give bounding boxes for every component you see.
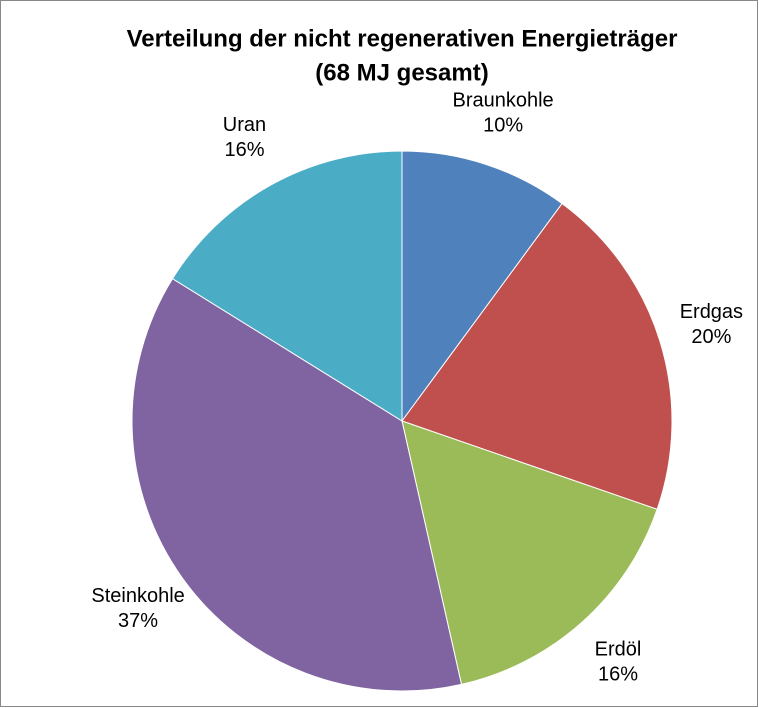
pie-slice: [401, 420, 658, 685]
slice-value-label: 10%: [483, 114, 523, 136]
slice-label: Erdöl: [595, 639, 642, 661]
slice-value-label: 16%: [598, 664, 638, 686]
slice-label: Uran: [223, 114, 266, 136]
pie-slice: [401, 202, 673, 510]
slice-value-label: 16%: [224, 139, 264, 161]
slice-value-label: 20%: [691, 326, 731, 348]
slice-label: Steinkohle: [91, 585, 184, 607]
pie-slice: [171, 150, 403, 422]
slice-label: Braunkohle: [453, 89, 554, 111]
slice-value-label: 37%: [118, 610, 158, 632]
chart-subtitle: (68 MJ gesamt): [315, 59, 488, 86]
slice-label: Erdgas: [680, 301, 743, 323]
chart-title: Verteilung der nicht regenerativen Energ…: [127, 25, 678, 52]
pie-slice: [131, 277, 463, 692]
pie-slice: [401, 150, 563, 423]
